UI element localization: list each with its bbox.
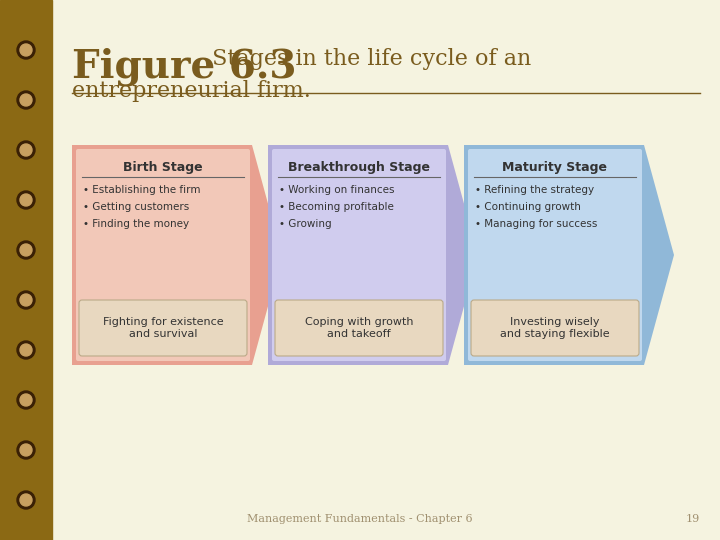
- Text: Fighting for existence
and survival: Fighting for existence and survival: [103, 317, 223, 339]
- Text: • Managing for success: • Managing for success: [475, 219, 598, 229]
- Circle shape: [17, 391, 35, 409]
- Circle shape: [20, 144, 32, 156]
- Text: • Continuing growth: • Continuing growth: [475, 202, 581, 212]
- Circle shape: [20, 344, 32, 356]
- Polygon shape: [72, 145, 282, 365]
- FancyBboxPatch shape: [471, 300, 639, 356]
- Text: Maturity Stage: Maturity Stage: [503, 161, 608, 174]
- Polygon shape: [464, 145, 674, 365]
- Circle shape: [17, 191, 35, 209]
- Circle shape: [20, 94, 32, 106]
- FancyBboxPatch shape: [79, 300, 247, 356]
- Circle shape: [20, 444, 32, 456]
- Circle shape: [17, 41, 35, 59]
- Circle shape: [20, 294, 32, 306]
- Circle shape: [20, 244, 32, 256]
- Text: • Growing: • Growing: [279, 219, 332, 229]
- Text: • Getting customers: • Getting customers: [83, 202, 189, 212]
- Circle shape: [17, 341, 35, 359]
- Text: Birth Stage: Birth Stage: [123, 161, 203, 174]
- Circle shape: [17, 141, 35, 159]
- Text: Stages in the life cycle of an: Stages in the life cycle of an: [205, 48, 531, 70]
- FancyBboxPatch shape: [275, 300, 443, 356]
- Circle shape: [20, 44, 32, 56]
- Circle shape: [20, 194, 32, 206]
- Circle shape: [20, 394, 32, 406]
- Polygon shape: [268, 145, 478, 365]
- Circle shape: [17, 441, 35, 459]
- Circle shape: [20, 494, 32, 506]
- FancyBboxPatch shape: [468, 149, 642, 361]
- Text: Breakthrough Stage: Breakthrough Stage: [288, 161, 430, 174]
- FancyBboxPatch shape: [272, 149, 446, 361]
- Circle shape: [17, 491, 35, 509]
- Text: Management Fundamentals - Chapter 6: Management Fundamentals - Chapter 6: [247, 514, 473, 524]
- Bar: [0, 0, 52, 540]
- Text: • Refining the strategy: • Refining the strategy: [475, 185, 594, 195]
- Text: • Establishing the firm: • Establishing the firm: [83, 185, 200, 195]
- FancyBboxPatch shape: [76, 149, 250, 361]
- Text: • Finding the money: • Finding the money: [83, 219, 189, 229]
- Text: • Working on finances: • Working on finances: [279, 185, 395, 195]
- Text: entrepreneurial firm.: entrepreneurial firm.: [72, 80, 311, 102]
- Text: 19: 19: [685, 514, 700, 524]
- Circle shape: [17, 291, 35, 309]
- Circle shape: [17, 91, 35, 109]
- Text: • Becoming profitable: • Becoming profitable: [279, 202, 394, 212]
- Text: Investing wisely
and staying flexible: Investing wisely and staying flexible: [500, 317, 610, 339]
- Circle shape: [17, 241, 35, 259]
- Text: Coping with growth
and takeoff: Coping with growth and takeoff: [305, 317, 413, 339]
- Text: Figure 6.3: Figure 6.3: [72, 48, 297, 86]
